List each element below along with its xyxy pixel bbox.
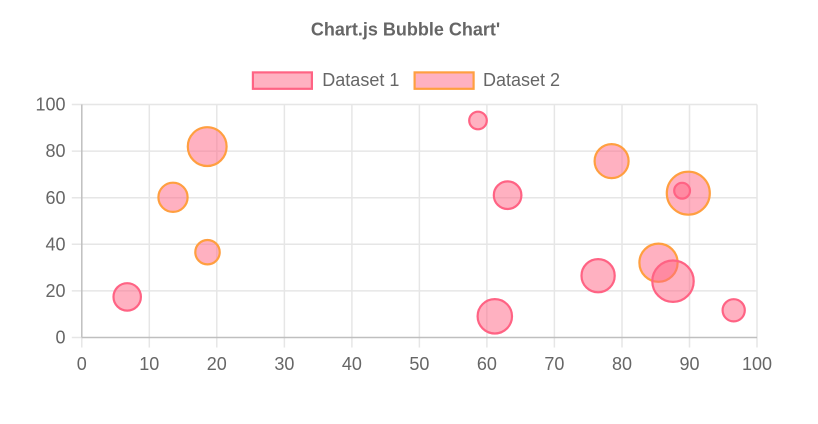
svg-text:60: 60 <box>477 354 497 374</box>
svg-text:20: 20 <box>45 281 65 301</box>
svg-text:30: 30 <box>274 354 294 374</box>
svg-text:70: 70 <box>544 354 564 374</box>
svg-text:80: 80 <box>612 354 632 374</box>
svg-text:10: 10 <box>139 354 159 374</box>
svg-text:Chart.js Bubble Chart': Chart.js Bubble Chart' <box>311 20 500 40</box>
svg-text:60: 60 <box>45 188 65 208</box>
svg-text:100: 100 <box>742 354 772 374</box>
svg-text:90: 90 <box>679 354 699 374</box>
svg-text:0: 0 <box>77 354 87 374</box>
svg-text:Dataset 1: Dataset 1 <box>322 70 399 90</box>
svg-text:Dataset 2: Dataset 2 <box>483 70 560 90</box>
svg-text:40: 40 <box>342 354 362 374</box>
svg-text:0: 0 <box>55 328 65 348</box>
svg-text:40: 40 <box>45 234 65 254</box>
svg-text:20: 20 <box>207 354 227 374</box>
svg-text:50: 50 <box>409 354 429 374</box>
svg-text:80: 80 <box>45 141 65 161</box>
svg-text:100: 100 <box>35 95 65 115</box>
